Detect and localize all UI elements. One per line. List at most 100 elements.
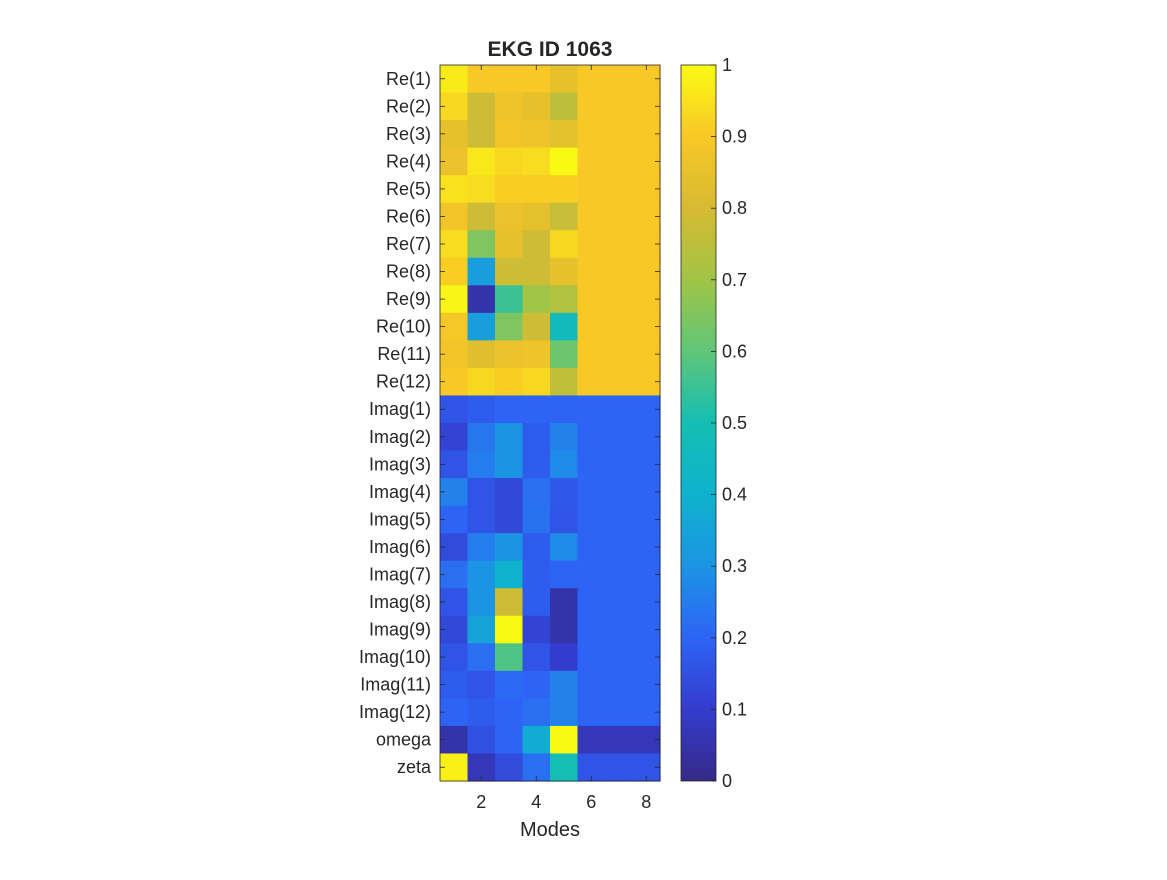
heatmap-cell <box>577 670 606 699</box>
heatmap-cell <box>550 367 579 397</box>
row-label: Imag(6) <box>369 537 431 557</box>
heatmap-cell <box>550 230 579 259</box>
heatmap-cell <box>577 175 606 204</box>
heatmap-cell <box>550 643 579 672</box>
heatmap-cell <box>495 120 524 149</box>
heatmap-cell <box>605 478 634 507</box>
heatmap-cell <box>522 257 551 286</box>
heatmap-cell <box>467 147 496 176</box>
heatmap-cell <box>467 450 496 479</box>
heatmap-cell <box>550 312 579 341</box>
heatmap-cell <box>605 230 634 259</box>
row-label: Imag(7) <box>369 564 431 584</box>
heatmap-cell <box>495 560 524 589</box>
heatmap-cell <box>577 312 606 341</box>
heatmap-cell <box>522 395 551 424</box>
row-label: Imag(8) <box>369 592 431 612</box>
colorbar-tick-label: 0.2 <box>722 628 747 648</box>
heatmap-cell <box>605 120 634 149</box>
heatmap-cell <box>577 615 606 644</box>
heatmap-cell <box>550 533 579 562</box>
heatmap-cell <box>605 92 634 121</box>
heatmap-cell <box>495 147 524 176</box>
heatmap-cell <box>522 698 551 727</box>
heatmap-cell <box>467 367 496 397</box>
heatmap-cell <box>522 560 551 589</box>
heatmap-cell <box>550 698 579 727</box>
heatmap-cell <box>577 202 606 231</box>
heatmap-cell <box>577 725 606 755</box>
heatmap-cell <box>495 367 524 397</box>
heatmap-cell <box>495 505 524 534</box>
heatmap-cell <box>522 643 551 672</box>
heatmap-cell <box>467 312 496 341</box>
heatmap-cell <box>522 147 551 176</box>
heatmap-cell <box>577 147 606 176</box>
heatmap-cell <box>550 257 579 286</box>
heatmap-cell <box>605 643 634 672</box>
heatmap-cell <box>577 285 606 314</box>
heatmap-cell <box>495 615 524 644</box>
colorbar-tick-label: 0.5 <box>722 413 747 433</box>
row-label: Imag(12) <box>359 702 431 722</box>
heatmap-cell <box>577 698 606 727</box>
heatmap-cell <box>577 560 606 589</box>
heatmap-cell <box>522 120 551 149</box>
row-label: Imag(5) <box>369 509 431 529</box>
heatmap-cell <box>467 505 496 534</box>
heatmap-cell <box>467 643 496 672</box>
heatmap-cell <box>605 367 634 397</box>
colorbar-tick-label: 0.7 <box>722 270 747 290</box>
heatmap-cell <box>605 340 634 369</box>
heatmap-cell <box>522 202 551 231</box>
heatmap-cell <box>522 450 551 479</box>
x-tick-label: 4 <box>531 792 541 812</box>
heatmap-cell <box>467 285 496 314</box>
heatmap-cell <box>605 175 634 204</box>
heatmap-cell <box>577 588 606 617</box>
heatmap-cell <box>550 670 579 699</box>
colorbar-tick-label: 0.8 <box>722 198 747 218</box>
heatmap-cell <box>495 65 524 94</box>
heatmap-cell <box>605 147 634 176</box>
heatmap-cell <box>495 670 524 699</box>
heatmap-cell <box>577 257 606 286</box>
heatmap-cell <box>467 175 496 204</box>
heatmap-cell <box>467 92 496 121</box>
heatmap-cell <box>522 285 551 314</box>
heatmap-cell <box>577 505 606 534</box>
row-label: Re(9) <box>386 289 431 309</box>
heatmap-cell <box>467 725 496 755</box>
row-label: Imag(11) <box>360 675 431 695</box>
heatmap-cell <box>550 175 579 204</box>
heatmap-cell <box>605 450 634 479</box>
row-label: zeta <box>397 757 432 777</box>
heatmap-cell <box>605 285 634 314</box>
heatmap-cell <box>550 92 579 121</box>
heatmap-cell <box>550 588 579 617</box>
heatmap-cell <box>495 202 524 231</box>
heatmap-cell <box>522 588 551 617</box>
heatmap-cell <box>495 588 524 617</box>
heatmap-cell <box>605 615 634 644</box>
heatmap-cell <box>522 505 551 534</box>
heatmap-cell <box>550 478 579 507</box>
colorbar-tick-label: 0 <box>722 771 732 791</box>
heatmap-cell <box>577 478 606 507</box>
heatmap-cell <box>550 725 579 755</box>
row-label: Re(12) <box>376 372 431 392</box>
heatmap-cell <box>605 257 634 286</box>
heatmap-cell <box>495 257 524 286</box>
axes-box <box>439 64 661 782</box>
heatmap-cell <box>467 615 496 644</box>
heatmap-cell <box>550 505 579 534</box>
row-label: Imag(4) <box>369 482 431 502</box>
row-label: Re(11) <box>377 344 431 364</box>
heatmap-cell <box>467 698 496 727</box>
row-label: Re(5) <box>386 179 431 199</box>
row-label: Imag(3) <box>369 454 431 474</box>
heatmap-cell <box>467 395 496 424</box>
x-tick-label: 8 <box>641 792 651 812</box>
